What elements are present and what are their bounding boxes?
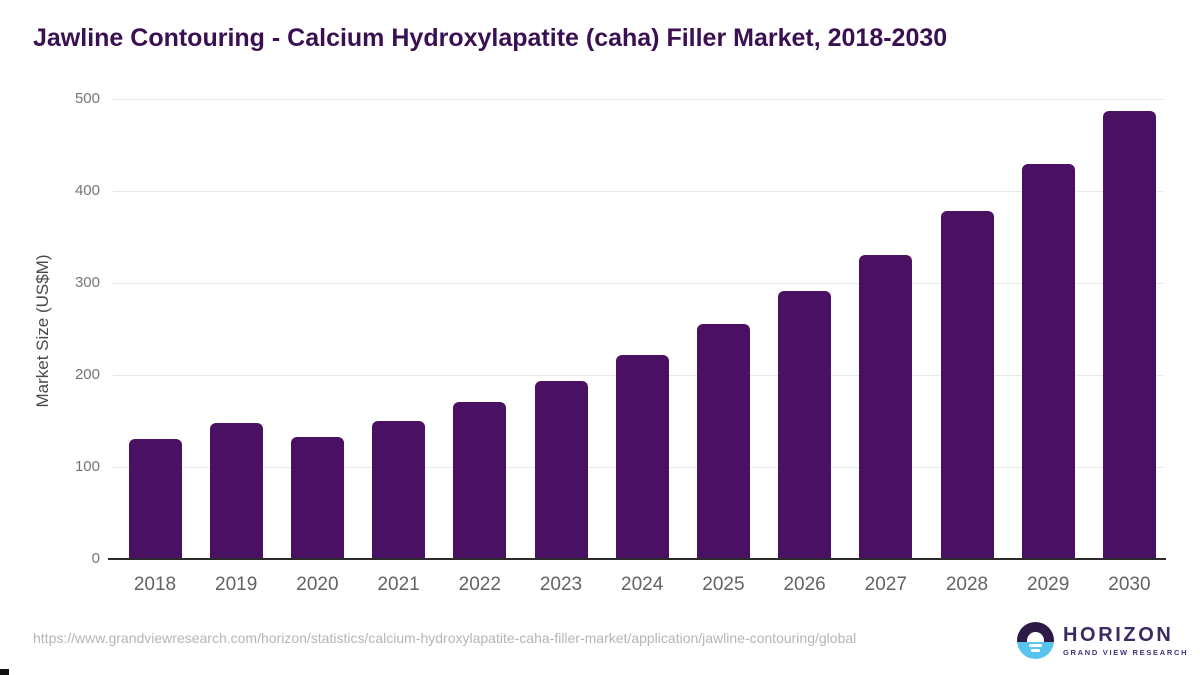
x-tick-label-2024: 2024 bbox=[621, 574, 664, 595]
gridline-400 bbox=[113, 191, 1164, 192]
y-tick-label-400: 400 bbox=[74, 182, 100, 199]
bar-2022[interactable] bbox=[453, 401, 507, 559]
bar-2027[interactable] bbox=[859, 254, 913, 559]
x-tick-label-2021: 2021 bbox=[377, 574, 420, 595]
gridline-300 bbox=[113, 283, 1164, 284]
x-tick-label-2027: 2027 bbox=[864, 574, 907, 595]
logo-tagline: GRAND VIEW RESEARCH bbox=[1063, 648, 1189, 657]
horizon-logo-icon bbox=[1017, 622, 1054, 659]
x-tick-label-2023: 2023 bbox=[539, 574, 583, 595]
x-tick-label-2020: 2020 bbox=[296, 574, 339, 595]
bar-2020[interactable] bbox=[290, 436, 344, 559]
x-tick-label-2022: 2022 bbox=[458, 574, 501, 595]
gridline-500 bbox=[113, 99, 1164, 100]
logo-brand-name: HORIZON bbox=[1063, 624, 1174, 646]
y-tick-label-200: 200 bbox=[74, 366, 100, 383]
bar-2028[interactable] bbox=[940, 211, 994, 559]
bar-2029[interactable] bbox=[1021, 164, 1075, 559]
bar-2021[interactable] bbox=[372, 421, 426, 559]
logo-text-block: HORIZON GRAND VIEW RESEARCH bbox=[1063, 624, 1188, 657]
x-tick-label-2030: 2030 bbox=[1108, 574, 1151, 595]
y-tick-label-300: 300 bbox=[74, 274, 100, 291]
x-tick-label-2018: 2018 bbox=[133, 574, 177, 595]
wave-line-icon bbox=[1029, 644, 1042, 647]
y-axis-title: Market Size (US$M) bbox=[33, 254, 52, 408]
wave-line-icon bbox=[1031, 649, 1040, 652]
x-tick-label-2029: 2029 bbox=[1027, 574, 1070, 595]
horizon-logo[interactable]: HORIZON GRAND VIEW RESEARCH bbox=[1017, 622, 1188, 659]
bar-2018[interactable] bbox=[128, 438, 182, 559]
bar-2019[interactable] bbox=[209, 422, 263, 559]
x-tick-label-2025: 2025 bbox=[702, 574, 745, 595]
x-tick-label-2019: 2019 bbox=[215, 574, 258, 595]
y-tick-label-0: 0 bbox=[91, 550, 100, 567]
x-axis-line bbox=[108, 558, 1166, 560]
bar-2023[interactable] bbox=[534, 380, 588, 559]
bar-2026[interactable] bbox=[778, 291, 832, 559]
bar-2024[interactable] bbox=[615, 354, 669, 559]
x-tick-label-2026: 2026 bbox=[783, 574, 826, 595]
source-url[interactable]: https://www.grandviewresearch.com/horizo… bbox=[33, 630, 857, 646]
bar-2030[interactable] bbox=[1102, 111, 1156, 559]
sunrise-icon bbox=[1027, 632, 1044, 642]
bar-2025[interactable] bbox=[696, 324, 750, 559]
corner-artifact bbox=[0, 669, 9, 675]
chart-title: Jawline Contouring - Calcium Hydroxylapa… bbox=[33, 24, 948, 52]
y-tick-label-100: 100 bbox=[74, 458, 100, 475]
x-tick-label-2028: 2028 bbox=[945, 574, 989, 595]
y-tick-label-500: 500 bbox=[74, 90, 100, 107]
